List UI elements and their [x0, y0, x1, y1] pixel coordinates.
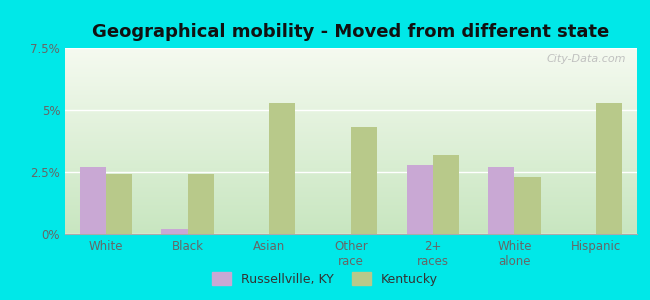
Title: Geographical mobility - Moved from different state: Geographical mobility - Moved from diffe… — [92, 23, 610, 41]
Bar — [161, 229, 188, 234]
Bar — [596, 103, 622, 234]
Bar — [514, 177, 541, 234]
Legend: Russellville, KY, Kentucky: Russellville, KY, Kentucky — [207, 267, 443, 291]
Bar — [433, 154, 459, 234]
Bar — [351, 128, 377, 234]
Bar — [488, 167, 514, 234]
Bar — [80, 167, 106, 234]
Bar — [106, 175, 132, 234]
Text: City-Data.com: City-Data.com — [546, 54, 625, 64]
Bar — [406, 165, 433, 234]
Bar — [269, 103, 296, 234]
Bar — [188, 175, 214, 234]
